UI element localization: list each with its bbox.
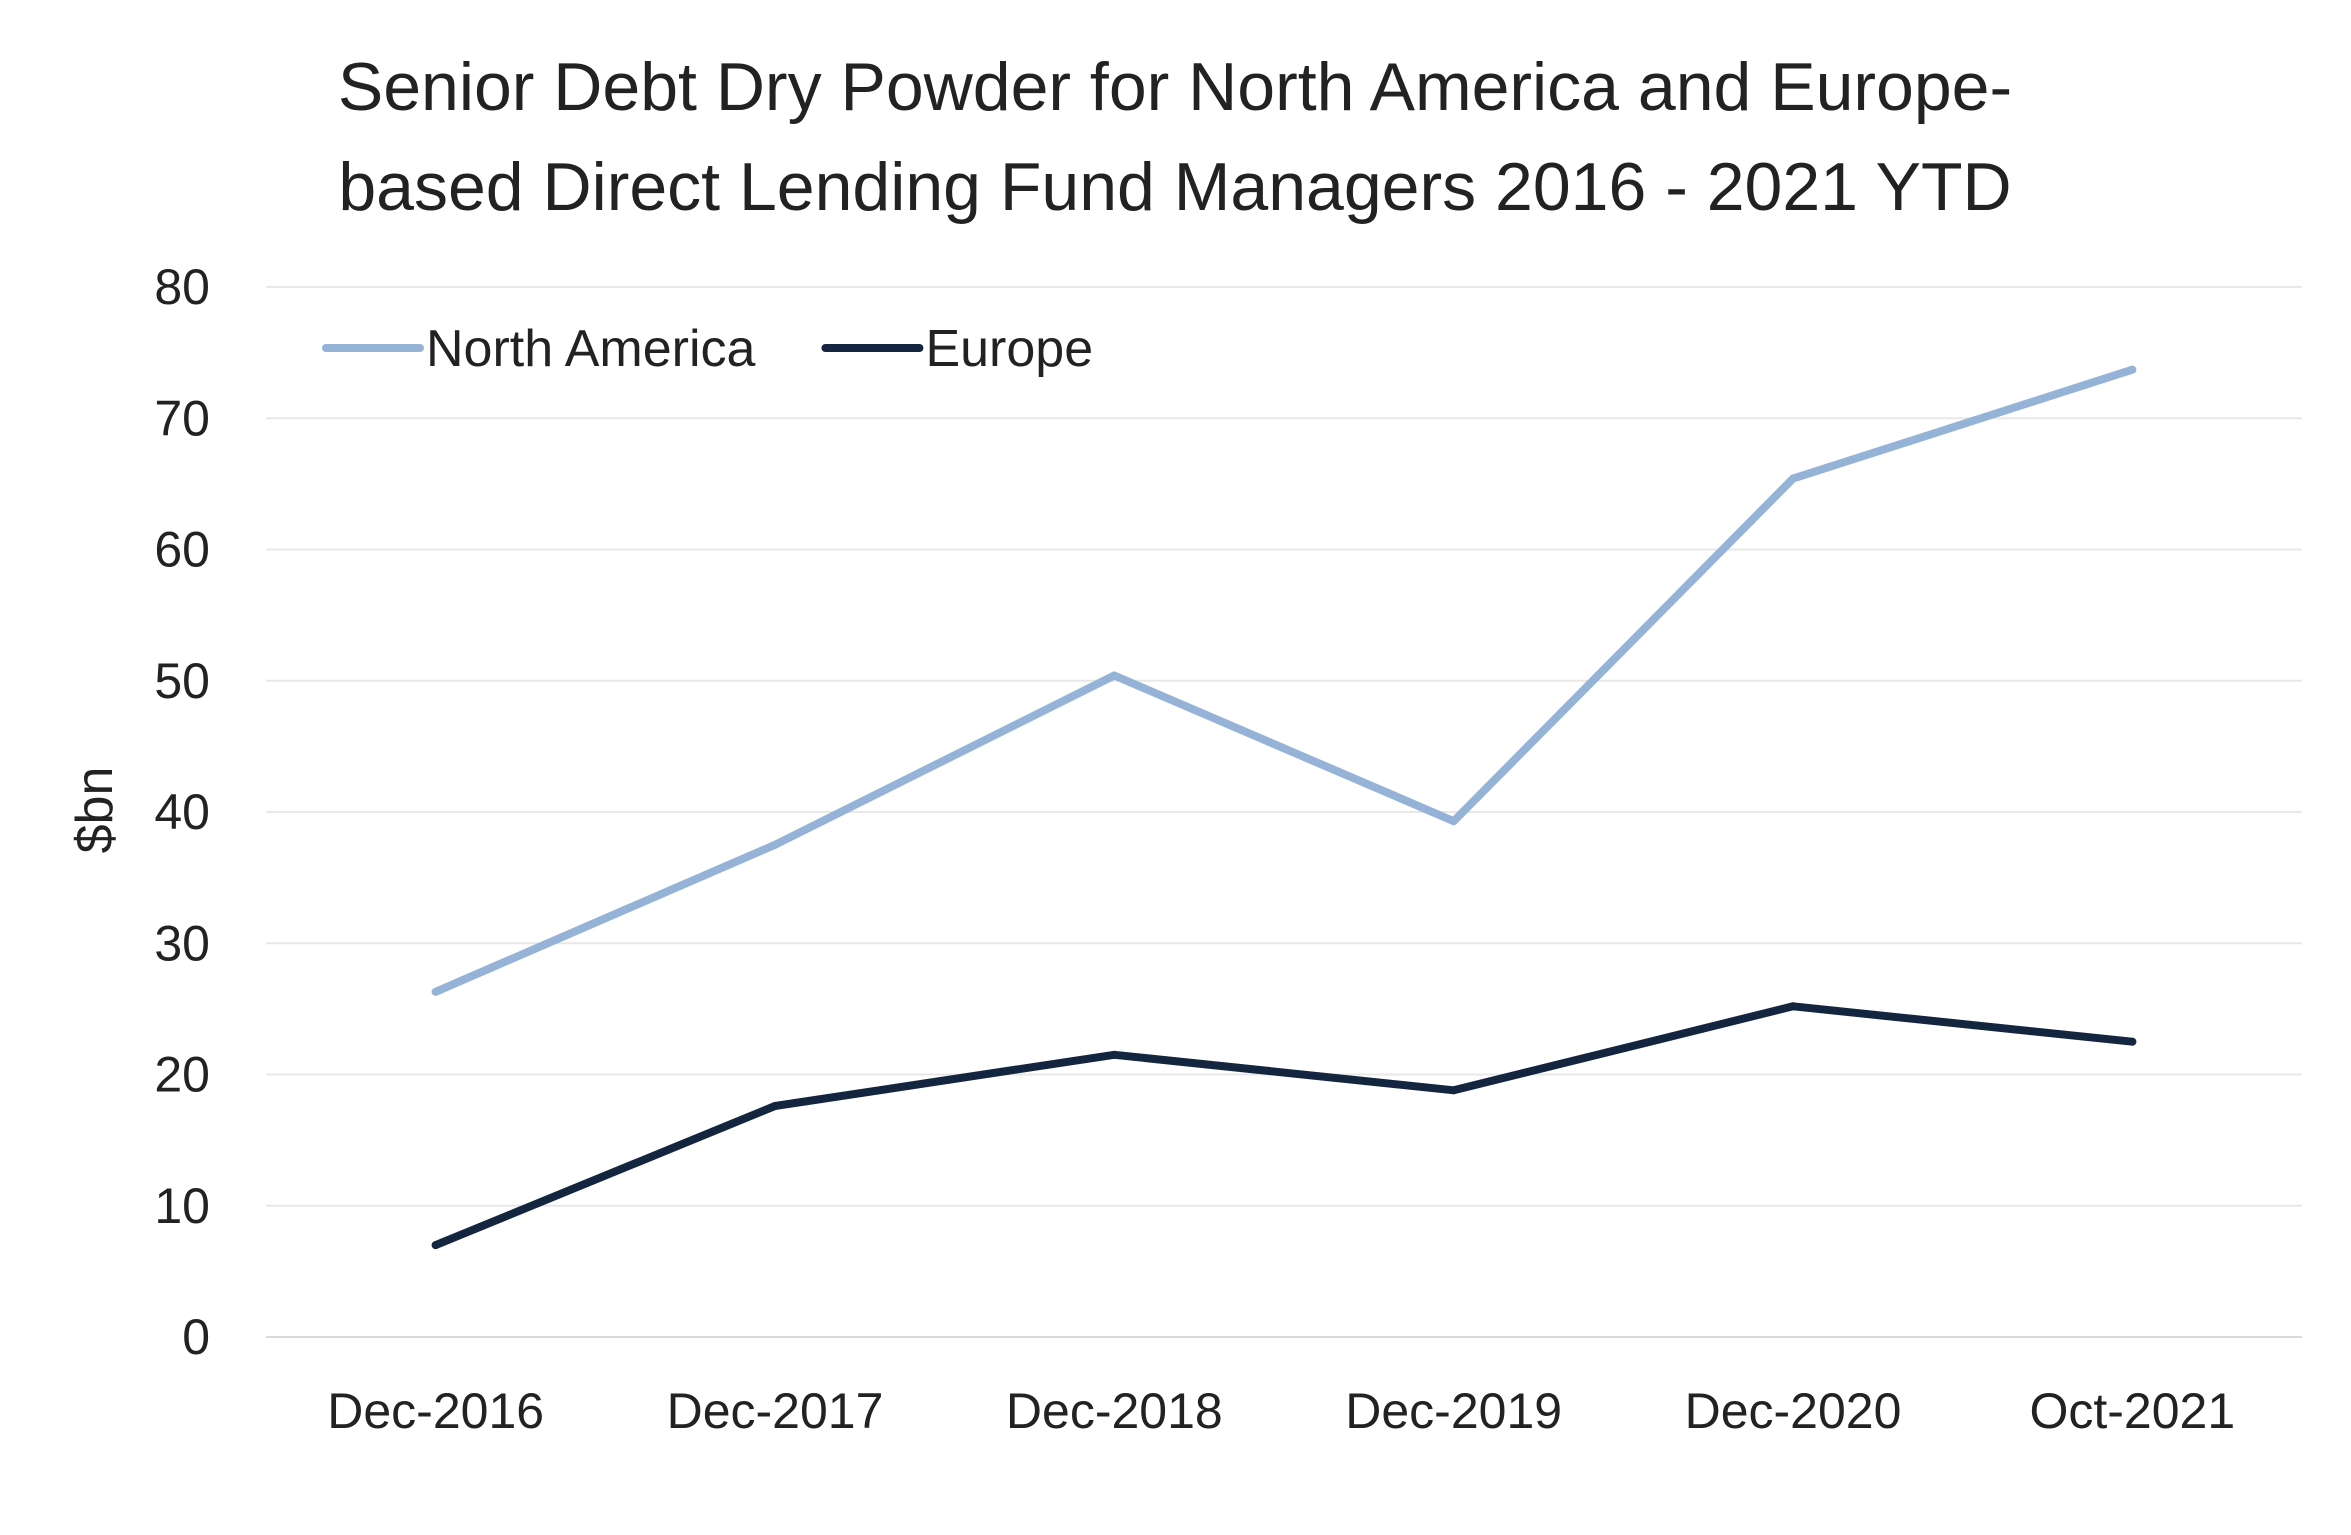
data-point-europe bbox=[1110, 1050, 1119, 1059]
x-tick-label: Dec-2019 bbox=[1345, 1383, 1562, 1439]
data-point-north-america bbox=[431, 987, 440, 996]
legend-label: Europe bbox=[925, 320, 1093, 378]
x-tick-label: Dec-2020 bbox=[1685, 1383, 1902, 1439]
chart-title-line-1: Senior Debt Dry Powder for North America… bbox=[338, 49, 2012, 125]
x-tick-label: Dec-2018 bbox=[1006, 1383, 1223, 1439]
y-tick-label: 70 bbox=[154, 390, 210, 446]
chart-title-line-2: based Direct Lending Fund Managers 2016 … bbox=[338, 149, 2011, 225]
x-tick-label: Dec-2017 bbox=[667, 1383, 884, 1439]
data-point-europe bbox=[1789, 1002, 1797, 1011]
data-point-europe bbox=[2128, 1037, 2137, 1046]
y-tick-label: 20 bbox=[154, 1047, 210, 1103]
y-tick-label: 30 bbox=[154, 915, 210, 971]
legend-item-europe: Europe bbox=[821, 320, 1093, 378]
y-tick-label: 10 bbox=[154, 1178, 210, 1234]
data-point-north-america bbox=[771, 840, 779, 849]
series-line-north-america bbox=[431, 365, 2137, 996]
data-point-north-america bbox=[2128, 365, 2137, 374]
legend: North America Europe bbox=[322, 320, 1093, 378]
y-tick-label: 50 bbox=[154, 653, 210, 709]
legend-label: North America bbox=[426, 320, 756, 378]
data-point-europe bbox=[1449, 1086, 1458, 1095]
data-point-north-america bbox=[1789, 474, 1797, 483]
x-tick-label: Oct-2021 bbox=[2029, 1383, 2235, 1439]
x-axis-ticks: Dec-2016 Dec-2017 Dec-2018 Dec-2019 Dec-2020… bbox=[327, 1383, 2235, 1439]
y-axis-label: $bn bbox=[66, 767, 124, 854]
series-line-europe bbox=[431, 1002, 2137, 1250]
y-tick-label: 80 bbox=[154, 259, 210, 315]
data-point-europe bbox=[771, 1102, 779, 1110]
data-point-north-america bbox=[1110, 671, 1119, 680]
data-point-north-america bbox=[1449, 817, 1458, 826]
legend-item-north-america: North America bbox=[322, 320, 756, 378]
chart-title: Senior Debt Dry Powder for North America… bbox=[338, 49, 2012, 225]
gridlines bbox=[266, 286, 2302, 1338]
y-tick-label: 60 bbox=[154, 522, 210, 578]
y-tick-label: 40 bbox=[154, 784, 210, 840]
data-point-europe bbox=[431, 1241, 440, 1250]
x-tick-label: Dec-2016 bbox=[327, 1383, 544, 1439]
series-lines bbox=[431, 365, 2137, 1250]
y-tick-label: 0 bbox=[182, 1309, 210, 1365]
y-axis-ticks: 0 10 20 30 40 50 60 70 80 bbox=[154, 259, 210, 1365]
